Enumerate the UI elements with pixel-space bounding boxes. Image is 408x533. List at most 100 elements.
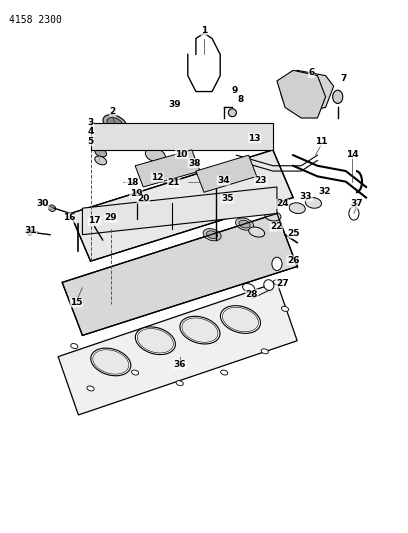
Ellipse shape xyxy=(137,328,173,353)
Text: 13: 13 xyxy=(248,134,261,143)
Ellipse shape xyxy=(95,140,106,149)
Text: 32: 32 xyxy=(319,187,331,196)
Ellipse shape xyxy=(264,280,274,290)
Polygon shape xyxy=(62,214,297,335)
Text: 35: 35 xyxy=(221,194,234,203)
Ellipse shape xyxy=(144,208,150,214)
Ellipse shape xyxy=(137,204,149,212)
Text: 34: 34 xyxy=(217,176,230,185)
Ellipse shape xyxy=(176,381,183,386)
Ellipse shape xyxy=(102,213,120,225)
Ellipse shape xyxy=(27,229,32,235)
Text: 4: 4 xyxy=(87,127,94,136)
Text: 37: 37 xyxy=(351,199,364,208)
Text: 3: 3 xyxy=(87,118,94,127)
Polygon shape xyxy=(70,150,293,261)
Ellipse shape xyxy=(199,202,217,214)
Ellipse shape xyxy=(76,219,80,224)
Polygon shape xyxy=(135,150,200,187)
Ellipse shape xyxy=(166,191,185,204)
Ellipse shape xyxy=(248,227,265,237)
Text: 21: 21 xyxy=(167,178,180,187)
Ellipse shape xyxy=(105,132,125,147)
Ellipse shape xyxy=(273,280,281,285)
Ellipse shape xyxy=(243,284,255,292)
Ellipse shape xyxy=(203,229,221,241)
Text: 33: 33 xyxy=(300,192,313,201)
Ellipse shape xyxy=(228,109,236,117)
Ellipse shape xyxy=(142,231,153,239)
Text: 28: 28 xyxy=(246,289,258,298)
Text: 27: 27 xyxy=(276,279,288,288)
Text: 23: 23 xyxy=(255,176,267,185)
Text: 12: 12 xyxy=(151,173,164,182)
Text: 17: 17 xyxy=(88,216,101,225)
Ellipse shape xyxy=(180,316,220,344)
Ellipse shape xyxy=(71,344,78,349)
Ellipse shape xyxy=(171,218,188,230)
Text: 8: 8 xyxy=(237,95,244,104)
Text: 31: 31 xyxy=(24,226,37,235)
Text: 16: 16 xyxy=(63,213,76,222)
Text: 25: 25 xyxy=(288,229,300,238)
Ellipse shape xyxy=(93,350,129,374)
Text: 20: 20 xyxy=(137,194,149,203)
Ellipse shape xyxy=(305,198,322,208)
Text: 39: 39 xyxy=(169,100,181,109)
Text: 36: 36 xyxy=(173,360,186,369)
Ellipse shape xyxy=(95,156,106,165)
Ellipse shape xyxy=(138,203,144,209)
Ellipse shape xyxy=(103,115,127,132)
Text: 10: 10 xyxy=(175,150,188,159)
Text: 11: 11 xyxy=(315,138,328,147)
Ellipse shape xyxy=(109,216,129,227)
Ellipse shape xyxy=(206,231,218,239)
Text: 2: 2 xyxy=(110,107,116,116)
Polygon shape xyxy=(91,123,273,150)
Polygon shape xyxy=(196,155,257,192)
Text: 29: 29 xyxy=(104,213,117,222)
Text: 9: 9 xyxy=(231,86,237,95)
Ellipse shape xyxy=(105,215,116,223)
Text: 4158 2300: 4158 2300 xyxy=(9,14,62,25)
Ellipse shape xyxy=(95,148,106,157)
Ellipse shape xyxy=(220,306,260,333)
Ellipse shape xyxy=(134,202,152,214)
Ellipse shape xyxy=(272,257,282,270)
Ellipse shape xyxy=(282,306,288,311)
Ellipse shape xyxy=(168,187,175,203)
Ellipse shape xyxy=(202,204,214,212)
Polygon shape xyxy=(82,187,277,235)
Ellipse shape xyxy=(289,203,305,214)
Ellipse shape xyxy=(174,220,185,228)
Ellipse shape xyxy=(91,348,131,376)
Ellipse shape xyxy=(131,370,139,375)
Ellipse shape xyxy=(333,90,343,103)
Ellipse shape xyxy=(115,223,123,231)
Text: 15: 15 xyxy=(70,298,82,307)
Polygon shape xyxy=(277,70,326,118)
Ellipse shape xyxy=(49,205,55,212)
Ellipse shape xyxy=(222,308,259,332)
Ellipse shape xyxy=(145,148,165,162)
Text: 19: 19 xyxy=(130,189,142,198)
Ellipse shape xyxy=(349,207,359,220)
Polygon shape xyxy=(285,70,334,113)
Ellipse shape xyxy=(101,130,129,148)
Ellipse shape xyxy=(248,184,258,195)
Text: 6: 6 xyxy=(308,68,315,77)
Text: 5: 5 xyxy=(87,137,94,146)
Text: 7: 7 xyxy=(341,74,347,83)
Text: 26: 26 xyxy=(287,256,299,265)
Ellipse shape xyxy=(135,327,175,354)
Ellipse shape xyxy=(213,180,219,188)
Text: 1: 1 xyxy=(201,26,207,35)
Ellipse shape xyxy=(174,195,194,206)
Ellipse shape xyxy=(221,370,228,375)
Text: 18: 18 xyxy=(126,178,138,187)
Text: 30: 30 xyxy=(37,199,49,208)
Ellipse shape xyxy=(107,118,123,129)
Ellipse shape xyxy=(170,193,181,201)
Ellipse shape xyxy=(87,386,94,391)
Ellipse shape xyxy=(261,349,268,354)
